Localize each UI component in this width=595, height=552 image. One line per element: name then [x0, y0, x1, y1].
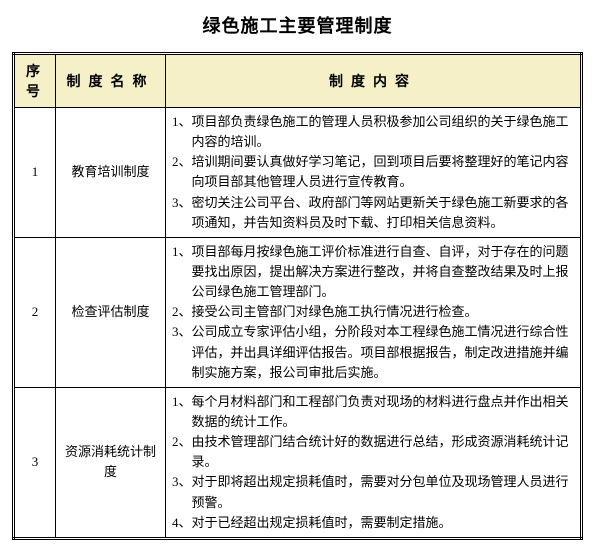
page-title: 绿色施工主要管理制度 — [12, 12, 583, 38]
content-item: 2、由技术管理部门结合统计好的数据进行总结，形成资源消耗统计记录。 — [192, 432, 575, 472]
col-header-content: 制度内容 — [166, 54, 582, 108]
cell-num: 1 — [14, 108, 56, 238]
cell-name: 资源消耗统计制度 — [56, 387, 166, 538]
content-item: 3、公司成立专家评估小组，分阶段对本工程绿色施工情况进行综合性评估，并出具详细评… — [192, 322, 575, 382]
cell-num: 2 — [14, 237, 56, 387]
cell-content: 1、项目部负责绿色施工的管理人员积极参加公司组织的关于绿色施工内容的培训。2、培… — [166, 108, 582, 238]
content-item: 4、对于已经超出规定损耗值时，需要制定措施。 — [192, 513, 575, 533]
col-header-name: 制度名称 — [56, 54, 166, 108]
content-item: 2、接受公司主管部门对绿色施工执行情况进行检查。 — [192, 302, 575, 322]
table-row: 2检查评估制度 1、项目部每月按绿色施工评价标准进行自查、自评，对于存在的问题要找… — [14, 237, 582, 387]
table-row: 3资源消耗统计制度1、每个月材料部门和工程部门负责对现场的材料进行盘点并作出相关… — [14, 387, 582, 538]
regulation-table: 序号 制度名称 制度内容 1教育培训制度1、项目部负责绿色施工的管理人员积极参加… — [12, 52, 583, 540]
table-row: 1教育培训制度1、项目部负责绿色施工的管理人员积极参加公司组织的关于绿色施工内容… — [14, 108, 582, 238]
cell-name: 教育培训制度 — [56, 108, 166, 238]
cell-name: 检查评估制度 — [56, 237, 166, 387]
col-header-num: 序号 — [14, 54, 56, 108]
cell-content: 1、每个月材料部门和工程部门负责对现场的材料进行盘点并作出相关数据的统计工作。2… — [166, 387, 582, 538]
cell-content: 1、项目部每月按绿色施工评价标准进行自查、自评，对于存在的问题要找出原因，提出解… — [166, 237, 582, 387]
table-header-row: 序号 制度名称 制度内容 — [14, 54, 582, 108]
content-item: 1、项目部负责绿色施工的管理人员积极参加公司组织的关于绿色施工内容的培训。 — [192, 112, 575, 152]
content-item: 2、培训期间要认真做好学习笔记，回到项目后要将整理好的笔记内容向项目部其他管理人… — [192, 152, 575, 192]
cell-num: 3 — [14, 387, 56, 538]
content-item: 1、项目部每月按绿色施工评价标准进行自查、自评，对于存在的问题要找出原因，提出解… — [192, 242, 575, 302]
content-item: 1、每个月材料部门和工程部门负责对现场的材料进行盘点并作出相关数据的统计工作。 — [192, 392, 575, 432]
content-item: 3、对于即将超出规定损耗值时，需要对分包单位及现场管理人员进行预警。 — [192, 472, 575, 512]
content-item: 3、密切关注公司平台、政府部门等网站更新关于绿色施工新要求的各项通知，并告知资料… — [192, 193, 575, 233]
